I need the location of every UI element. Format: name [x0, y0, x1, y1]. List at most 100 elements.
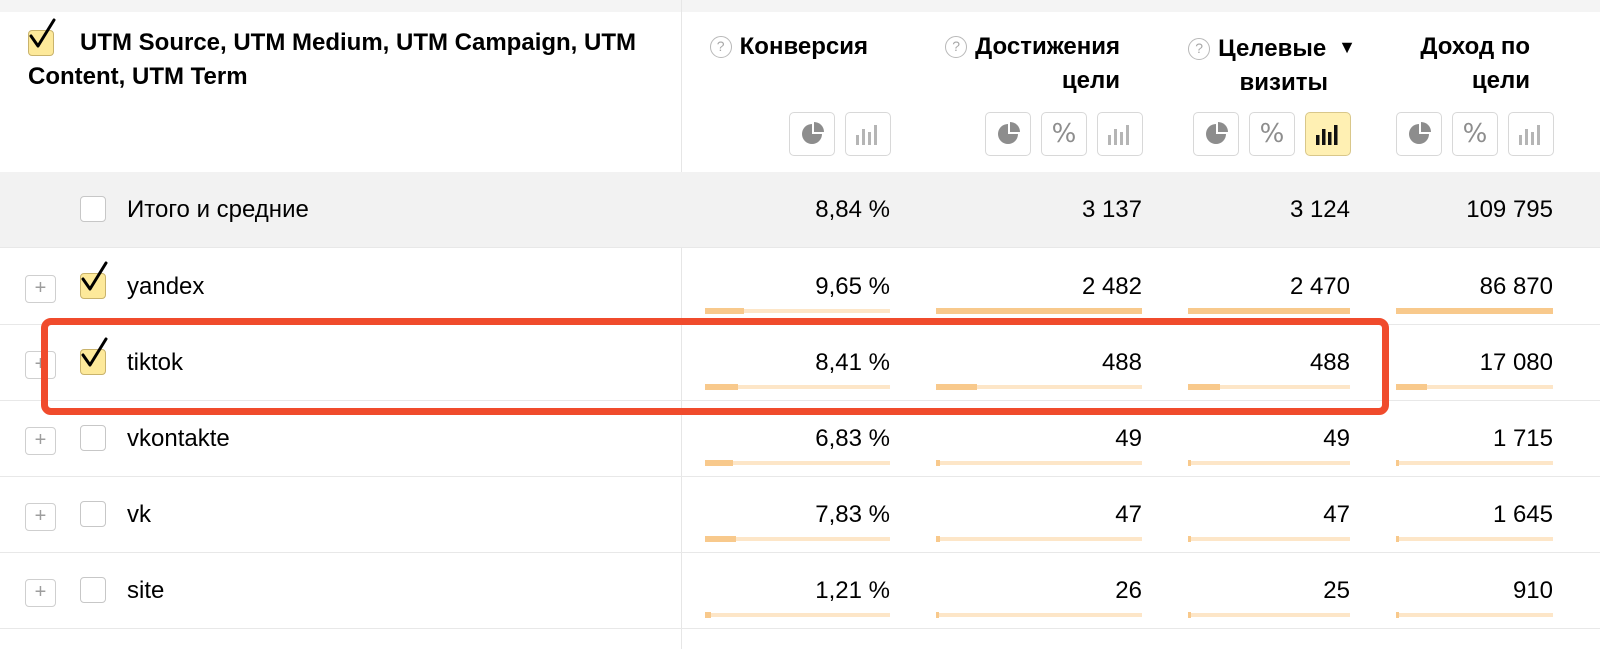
bar-fill [936, 384, 977, 390]
bar-chart-icon [1316, 125, 1338, 145]
pie-chart-button[interactable] [1193, 112, 1239, 156]
row-checkbox[interactable] [80, 337, 108, 375]
metric-header-target-visits[interactable]: ? Целевые ▼ визиты [1180, 30, 1356, 100]
bar-track [936, 536, 1142, 542]
total-goal-revenue: 109 795 [1466, 196, 1553, 223]
bar-chart-button-active[interactable] [1305, 112, 1351, 156]
bar-track [1188, 460, 1350, 466]
metric-title: Целевые [1218, 35, 1327, 62]
row-checkbox[interactable] [80, 577, 106, 603]
cell-target-visits: 488 [1309, 349, 1350, 376]
pie-chart-icon [802, 122, 824, 144]
pie-chart-button[interactable] [789, 112, 835, 156]
dimension-checkbox[interactable] [28, 18, 56, 56]
bar-track [936, 460, 1142, 466]
row-checkbox[interactable] [80, 501, 106, 527]
expand-icon[interactable]: + [25, 503, 56, 531]
cell-target-visits: 49 [1323, 425, 1350, 452]
pie-chart-button[interactable] [985, 112, 1031, 156]
row-label[interactable]: yandex [127, 273, 205, 300]
cell-goal-reaches: 2 482 [1081, 273, 1142, 300]
cell-goal-revenue: 1 715 [1492, 425, 1553, 452]
sort-desc-icon[interactable]: ▼ [1338, 37, 1356, 57]
bar-fill [1188, 308, 1350, 314]
cell-conversion: 1,21 % [815, 577, 890, 604]
bar-fill [705, 536, 736, 542]
bar-fill [936, 536, 940, 542]
row-checkbox[interactable] [80, 425, 106, 451]
bar-chart-icon [1108, 125, 1129, 145]
bar-chart-button[interactable] [1508, 112, 1554, 156]
table-row[interactable]: + tiktok 8,41 % 488 488 17 080 [0, 325, 1600, 401]
bar-fill [705, 612, 711, 618]
percent-button[interactable]: % [1249, 112, 1295, 156]
percent-button[interactable]: % [1041, 112, 1087, 156]
total-row: Итого и средние 8,84 % 3 137 3 124 109 7… [0, 172, 1600, 248]
bar-fill [705, 460, 733, 466]
bar-fill [1396, 384, 1427, 390]
metric-header-conversion[interactable]: ? Конверсия [702, 30, 868, 64]
bar-track [705, 536, 890, 542]
metric-title: Конверсия [739, 33, 868, 60]
row-label[interactable]: vkontakte [127, 425, 230, 452]
bar-chart-button[interactable] [845, 112, 891, 156]
bar-fill [705, 384, 738, 390]
cell-target-visits: 47 [1323, 501, 1350, 528]
bar-track [1396, 612, 1553, 618]
bar-track [936, 384, 1142, 390]
bar-fill [936, 308, 1142, 314]
metric-header-goal-reaches[interactable]: ? Достижения цели [930, 30, 1120, 98]
bar-track [1396, 460, 1553, 466]
row-label[interactable]: vk [127, 501, 151, 528]
table-row[interactable]: + yandex 9,65 % 2 482 2 470 86 870 [0, 249, 1600, 325]
checkmark-icon [29, 18, 56, 48]
total-label: Итого и средние [127, 196, 309, 223]
metric-title-line2: цели [1061, 67, 1120, 94]
cell-goal-reaches: 47 [1115, 501, 1142, 528]
bar-chart-icon [856, 125, 877, 145]
help-icon[interactable]: ? [1188, 38, 1211, 60]
table-row[interactable]: + vkontakte 6,83 % 49 49 1 715 [0, 401, 1600, 477]
percent-icon: % [1462, 119, 1488, 149]
checkmark-icon [81, 261, 108, 291]
percent-icon: % [1051, 119, 1077, 149]
row-label[interactable]: site [127, 577, 165, 604]
total-checkbox[interactable] [80, 196, 106, 222]
bar-track [705, 460, 890, 466]
table-row[interactable]: + site 1,21 % 26 25 910 [0, 553, 1600, 629]
bar-track [705, 384, 890, 390]
help-icon[interactable]: ? [709, 36, 732, 58]
bar-fill [1188, 612, 1191, 618]
bar-chart-icon [1519, 125, 1540, 145]
row-checkbox[interactable] [80, 261, 108, 299]
bar-fill [1396, 460, 1399, 466]
table-row[interactable]: + vk 7,83 % 47 47 1 645 [0, 477, 1600, 553]
expand-icon[interactable]: + [25, 427, 56, 455]
percent-icon: % [1259, 119, 1285, 149]
dimension-header: UTM Source, UTM Medium, UTM Campaign, UT… [28, 18, 668, 94]
help-icon[interactable]: ? [945, 36, 968, 58]
percent-button[interactable]: % [1452, 112, 1498, 156]
total-goal-reaches: 3 137 [1081, 196, 1142, 223]
cell-target-visits: 2 470 [1289, 273, 1350, 300]
bar-track [1188, 536, 1350, 542]
metric-header-goal-revenue[interactable]: Доход по цели [1400, 30, 1530, 98]
bar-fill [1396, 612, 1399, 618]
bar-fill [1188, 460, 1191, 466]
row-label[interactable]: tiktok [127, 349, 184, 376]
bar-fill [936, 612, 939, 618]
pie-chart-button[interactable] [1396, 112, 1442, 156]
expand-icon[interactable]: + [25, 275, 56, 303]
bar-chart-button[interactable] [1097, 112, 1143, 156]
expand-icon[interactable]: + [25, 579, 56, 607]
bar-fill [1188, 384, 1220, 390]
cell-goal-revenue: 1 645 [1492, 501, 1553, 528]
cell-goal-reaches: 488 [1101, 349, 1142, 376]
bar-fill [1396, 308, 1553, 314]
bar-track [936, 308, 1142, 314]
cell-goal-reaches: 26 [1115, 577, 1142, 604]
expand-icon[interactable]: + [25, 351, 56, 379]
bar-track [1188, 308, 1350, 314]
cell-goal-revenue: 910 [1512, 577, 1553, 604]
